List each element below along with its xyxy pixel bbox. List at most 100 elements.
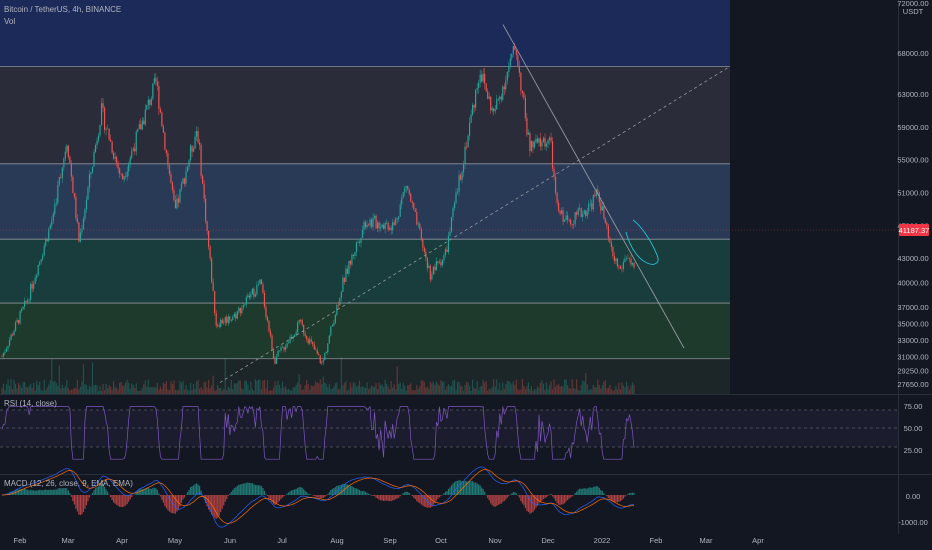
- macd-histogram-bar: [274, 495, 276, 506]
- candle: [111, 140, 113, 155]
- candle: [441, 259, 444, 268]
- volume-bar: [5, 384, 8, 394]
- macd-histogram-bar: [280, 495, 282, 499]
- macd-pane[interactable]: [1, 466, 635, 528]
- candle: [27, 297, 29, 305]
- candle-body: [165, 149, 168, 154]
- ellipse-drawing[interactable]: [625, 219, 659, 265]
- candle-body: [286, 343, 288, 348]
- candle-body: [283, 347, 285, 350]
- candle: [532, 140, 534, 154]
- candle-body: [241, 307, 243, 314]
- candle: [455, 188, 457, 205]
- candle-body: [64, 151, 66, 159]
- macd-histogram-bar: [523, 495, 525, 506]
- candle: [548, 135, 551, 145]
- volume-bar: [194, 388, 196, 394]
- falling-trendline[interactable]: [502, 24, 685, 349]
- candle-body: [43, 245, 45, 256]
- macd-histogram-bar: [613, 495, 615, 503]
- candle: [265, 304, 267, 320]
- candle-body: [360, 237, 362, 243]
- candle: [610, 239, 612, 252]
- candle: [373, 213, 376, 220]
- candle: [309, 336, 311, 345]
- macd-histogram-bar: [499, 495, 501, 505]
- candle: [378, 220, 380, 233]
- macd-histogram-bar: [245, 482, 247, 495]
- rsi-pane[interactable]: [0, 405, 898, 460]
- candle: [396, 217, 398, 224]
- candle-body: [183, 178, 186, 184]
- volume-bar: [287, 388, 290, 394]
- candle-body: [203, 183, 205, 199]
- rsi-axis[interactable]: 75.00 50.00 25.00: [904, 402, 923, 455]
- candle: [422, 238, 424, 252]
- volume-bar: [358, 380, 361, 394]
- candle: [622, 259, 625, 272]
- candle-body: [570, 219, 572, 225]
- volume-bar: [446, 386, 448, 394]
- rising-trendline[interactable]: [219, 66, 731, 383]
- candle-body: [622, 262, 625, 269]
- candle: [387, 220, 389, 233]
- volume-bar: [2, 383, 5, 394]
- volume-bar: [271, 390, 273, 394]
- macd-histogram-bar: [195, 483, 198, 495]
- volume-bar: [69, 390, 71, 394]
- volume-bar: [357, 385, 359, 394]
- candle: [24, 297, 26, 310]
- candle: [458, 170, 460, 196]
- candle-body: [354, 252, 356, 256]
- macd-histogram-bar: [114, 495, 116, 504]
- volume-bar: [524, 388, 526, 394]
- candle-body: [284, 347, 287, 350]
- time-axis[interactable]: Feb Mar Apr May Jun Jul Aug Sep Oct Nov Dec 2022 Feb…: [14, 536, 765, 545]
- candle: [229, 316, 231, 324]
- drawings[interactable]: [219, 24, 731, 383]
- candle: [105, 127, 107, 136]
- candle-body: [434, 266, 436, 271]
- macd-histogram-bar: [78, 495, 80, 515]
- candle-body: [336, 304, 338, 316]
- macd-axis[interactable]: 0.00 -1000.00: [898, 492, 928, 527]
- candle-body: [191, 145, 193, 152]
- volume-legend[interactable]: Vol: [4, 17, 16, 26]
- candle-body: [33, 283, 35, 289]
- macd-histogram-bar: [88, 495, 91, 498]
- candle-body: [331, 325, 333, 327]
- volume-bar: [346, 390, 349, 394]
- candle-body: [351, 254, 353, 265]
- candle: [40, 259, 42, 265]
- volume-bar: [203, 382, 205, 394]
- candle-body: [473, 105, 475, 108]
- candle-body: [72, 176, 74, 193]
- macd-histogram-bar: [103, 486, 106, 495]
- volume-bar: [97, 390, 100, 394]
- macd-histogram-bar: [85, 495, 88, 506]
- candle-body: [619, 266, 622, 269]
- candle-body: [315, 349, 317, 350]
- candle-body: [485, 83, 487, 92]
- macd-histogram-bar: [333, 488, 335, 495]
- candle: [343, 277, 345, 285]
- volume-bar: [444, 389, 447, 394]
- volume-bar: [505, 384, 507, 394]
- volume-bar: [612, 390, 614, 394]
- candle-body: [119, 168, 121, 174]
- rsi-legend[interactable]: RSI (14, close): [4, 399, 57, 408]
- macd-histogram-bar: [395, 495, 397, 500]
- volume-bar: [435, 381, 438, 394]
- candle-body: [128, 163, 130, 172]
- main-pane[interactable]: [0, 0, 898, 394]
- candle: [570, 217, 572, 227]
- candle: [414, 208, 416, 213]
- symbol-title[interactable]: Bitcoin / TetherUS, 4h, BINANCE: [4, 5, 122, 14]
- macd-histogram-bar: [349, 485, 352, 495]
- candle: [431, 271, 433, 281]
- macd-legend[interactable]: MACD (12, 26, close, 9, EMA, EMA): [4, 479, 133, 488]
- volume-bar: [120, 381, 122, 394]
- candle-body: [407, 186, 409, 190]
- price-axis[interactable]: 68000.0063000.0059000.0055000.0051000.00…: [897, 49, 928, 389]
